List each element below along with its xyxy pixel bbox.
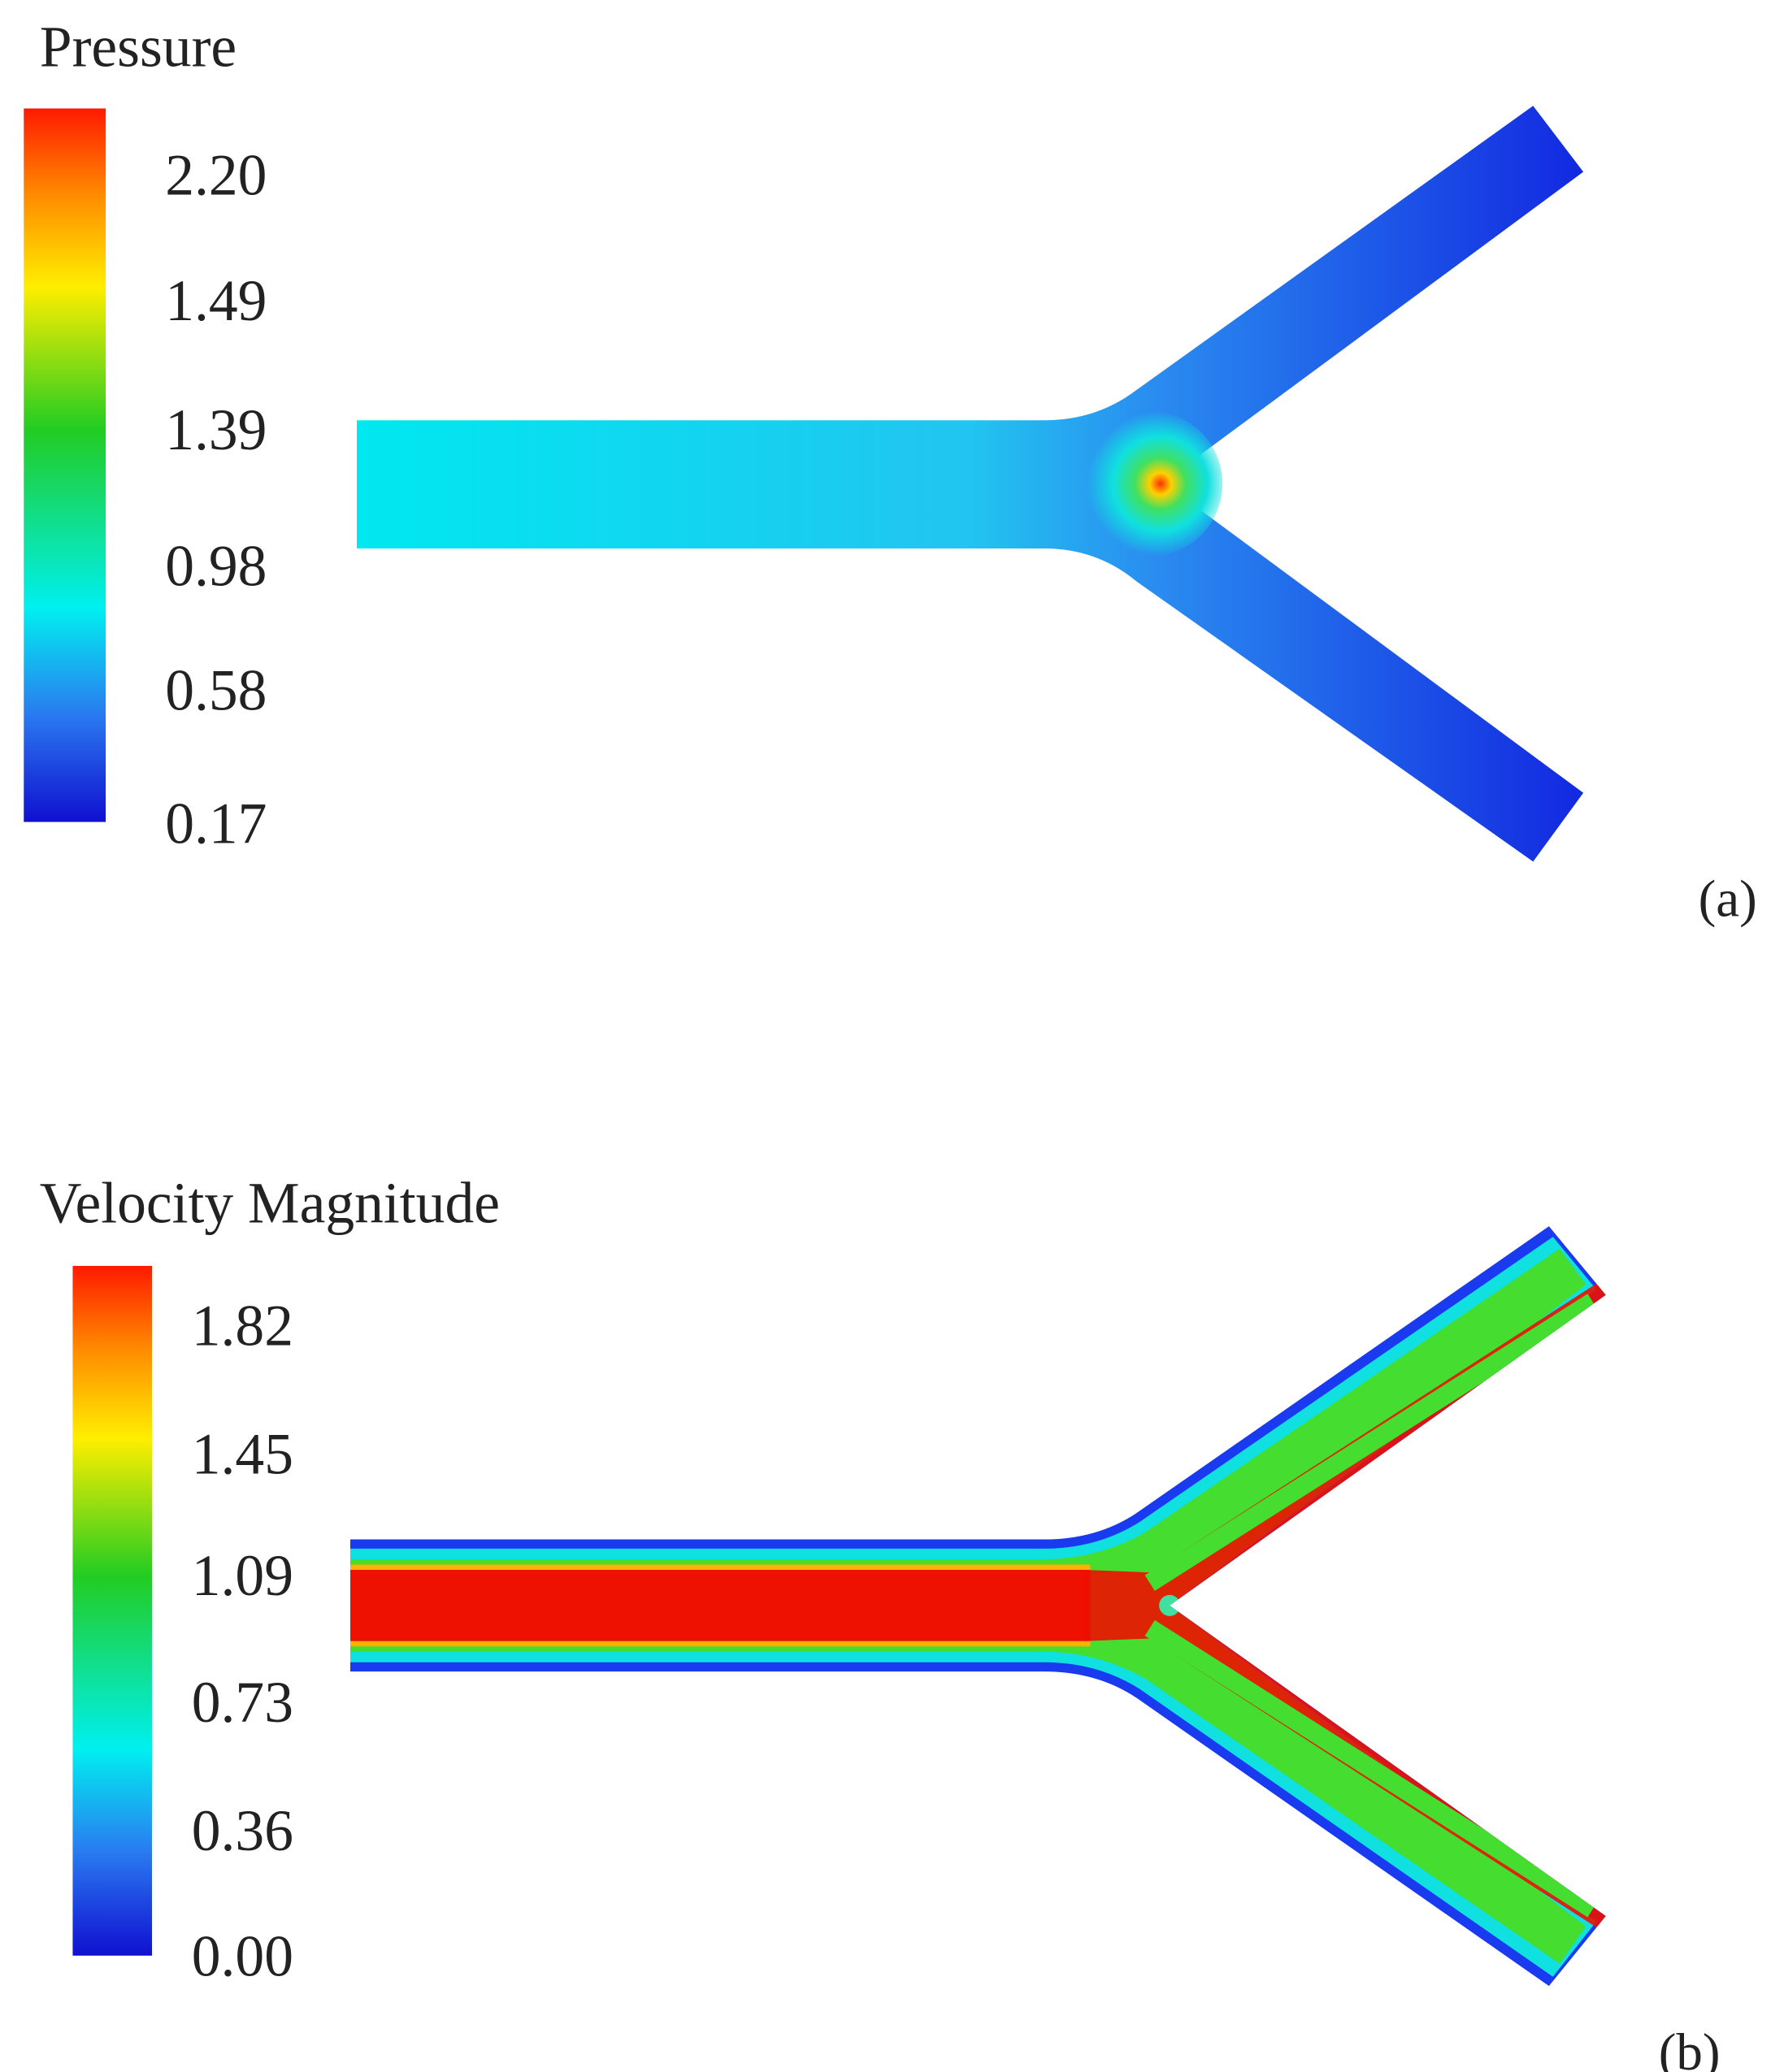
colorbar-tick: 0.73 [192, 1671, 293, 1735]
panel-label: (b) [1659, 2023, 1721, 2072]
colorbar-tick: 0.00 [192, 1924, 293, 1988]
colorbar-tick: 1.82 [192, 1294, 293, 1359]
velocity-contour [349, 1226, 1606, 1987]
panel-label: (a) [1699, 869, 1757, 928]
colorbar-tick: 1.09 [192, 1544, 293, 1608]
colorbar-tick: 0.36 [192, 1799, 293, 1863]
colorbar-tick: 1.39 [165, 398, 267, 462]
colorbar-tick: 2.20 [165, 143, 267, 207]
pressure-contour [357, 106, 1584, 862]
colorbar-tick: 1.45 [192, 1422, 293, 1486]
legend-title: Velocity Magnitude [40, 1171, 500, 1235]
colorbar [72, 1265, 153, 1956]
colorbar [24, 108, 106, 822]
colorbar-tick: 1.49 [165, 269, 267, 333]
colorbar-tick: 0.17 [165, 792, 267, 856]
colorbar-tick: 0.98 [165, 535, 267, 599]
legend-title: Pressure [40, 15, 237, 80]
colorbar-tick: 0.58 [165, 659, 267, 723]
